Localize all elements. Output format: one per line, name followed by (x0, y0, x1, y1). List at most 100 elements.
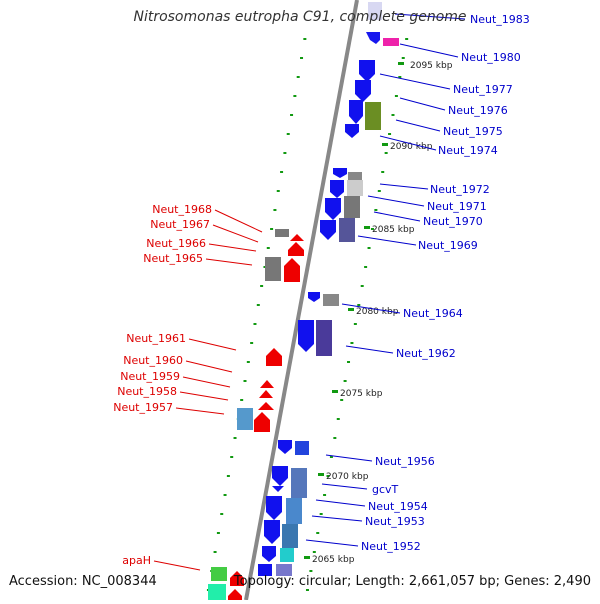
gene-label[interactable]: Neut_1959 (120, 370, 180, 383)
gene-feature[interactable] (278, 440, 292, 454)
gene-feature[interactable] (266, 496, 282, 520)
gene-feature[interactable] (368, 2, 382, 20)
ruler-tick-label: 2085 kbp (372, 225, 415, 235)
forward-gene-labels: Neut_1983 Neut_1980 Neut_1977 Neut_1976 Neut… (305, 13, 530, 553)
gene-label[interactable]: Neut_1954 (368, 500, 428, 513)
gene-callout-line (212, 224, 259, 243)
ruler-tick-label: 2075 kbp (340, 389, 383, 399)
gene-label[interactable]: apaH (122, 554, 151, 567)
gene-label[interactable]: Neut_1965 (143, 252, 203, 265)
gene-feature[interactable] (366, 32, 380, 44)
gene-callout-line (345, 345, 394, 354)
gene-label[interactable]: Neut_1975 (443, 125, 503, 138)
gene-feature[interactable] (320, 220, 336, 240)
gene-feature[interactable] (208, 584, 226, 600)
gene-feature[interactable] (348, 172, 362, 180)
gene-feature[interactable] (275, 229, 289, 237)
gene-callout-line (175, 407, 225, 415)
gene-label[interactable]: Neut_1957 (113, 401, 173, 414)
gene-feature[interactable] (383, 38, 399, 46)
gene-callout-line (321, 483, 368, 490)
gene-feature[interactable] (330, 180, 344, 198)
gene-feature[interactable] (254, 412, 270, 432)
gene-label[interactable]: Neut_1966 (146, 237, 206, 250)
gene-feature[interactable] (265, 257, 281, 281)
gene-feature[interactable] (276, 564, 292, 576)
gene-feature[interactable] (347, 180, 363, 196)
gene-feature[interactable] (280, 548, 294, 562)
gene-label[interactable]: Neut_1952 (361, 540, 421, 553)
gene-feature[interactable] (284, 258, 300, 282)
gene-feature[interactable] (365, 102, 381, 130)
gene-feature[interactable] (295, 441, 309, 455)
gene-label[interactable]: Neut_1974 (438, 144, 498, 157)
gene-callout-line (208, 243, 257, 252)
gene-feature[interactable] (228, 589, 242, 600)
gene-feature[interactable] (211, 567, 227, 581)
gene-feature[interactable] (323, 294, 339, 306)
reverse-gene-labels: Neut_1968 Neut_1967 Neut_1966 Neut_1965 Neut… (113, 203, 263, 571)
gene-callout-line (394, 13, 466, 20)
gene-feature[interactable] (359, 60, 375, 82)
gene-feature[interactable] (325, 198, 341, 220)
gene-feature[interactable] (298, 320, 314, 352)
gene-feature[interactable] (262, 546, 276, 562)
gene-label[interactable]: Neut_1970 (423, 215, 483, 228)
gene-feature[interactable] (349, 100, 363, 124)
gene-feature[interactable] (266, 348, 282, 366)
gene-label[interactable]: Neut_1983 (470, 13, 530, 26)
gene-callout-line (341, 303, 401, 314)
genome-backbone (244, 0, 359, 601)
gene-feature[interactable] (339, 218, 355, 242)
ruler-tick-label: 2090 kbp (390, 142, 433, 152)
gene-label[interactable]: Neut_1953 (365, 515, 425, 528)
gene-label[interactable]: gcvT (372, 483, 399, 496)
gene-feature[interactable] (345, 124, 359, 138)
gene-feature[interactable] (230, 571, 244, 586)
gene-feature[interactable] (291, 468, 307, 498)
gene-feature[interactable] (272, 486, 284, 492)
gene-label[interactable]: Neut_1969 (418, 239, 478, 252)
gene-feature[interactable] (258, 402, 274, 410)
gene-label[interactable]: Neut_1972 (430, 183, 490, 196)
gene-feature[interactable] (258, 564, 272, 576)
gene-callout-line (395, 119, 441, 132)
ruler-tick-label: 2095 kbp (410, 61, 453, 71)
gene-label[interactable]: Neut_1967 (150, 218, 210, 231)
gene-feature[interactable] (316, 320, 332, 356)
gene-label[interactable]: Neut_1976 (448, 104, 508, 117)
gene-feature[interactable] (272, 466, 288, 486)
gene-feature[interactable] (290, 234, 304, 241)
gene-callout-line (179, 391, 229, 401)
gene-feature[interactable] (288, 242, 304, 256)
gene-callout-line (311, 515, 363, 522)
gene-label[interactable]: Neut_1958 (117, 385, 177, 398)
gene-feature[interactable] (259, 390, 273, 398)
gene-callout-line (315, 499, 366, 507)
gene-feature[interactable] (308, 292, 320, 302)
gene-label[interactable]: Neut_1960 (123, 354, 183, 367)
gene-label[interactable]: Neut_1977 (453, 83, 513, 96)
ruler-tick-label: 2080 kbp (356, 307, 399, 317)
gene-label[interactable]: Neut_1962 (396, 347, 456, 360)
gene-feature[interactable] (264, 520, 280, 544)
gene-label[interactable]: Neut_1964 (403, 307, 463, 320)
gene-callout-line (182, 376, 231, 388)
gene-feature[interactable] (333, 168, 347, 178)
gene-callout-line (214, 209, 263, 233)
gene-label[interactable]: Neut_1971 (427, 200, 487, 213)
gene-label[interactable]: Neut_1956 (375, 455, 435, 468)
gene-label[interactable]: Neut_1980 (461, 51, 521, 64)
gene-feature[interactable] (344, 196, 360, 218)
gene-label[interactable]: Neut_1961 (126, 332, 186, 345)
gene-callout-line (379, 135, 437, 151)
ruler: 2095 kbp 2090 kbp 2085 kbp 2080 kbp 2075 kbp… (304, 61, 453, 565)
gene-label[interactable]: Neut_1968 (152, 203, 212, 216)
gene-feature[interactable] (260, 380, 274, 388)
gene-feature[interactable] (237, 408, 253, 430)
gene-feature[interactable] (282, 524, 298, 548)
gene-feature[interactable] (286, 498, 302, 524)
gene-feature[interactable] (355, 80, 371, 102)
gene-callout-line (357, 235, 417, 246)
